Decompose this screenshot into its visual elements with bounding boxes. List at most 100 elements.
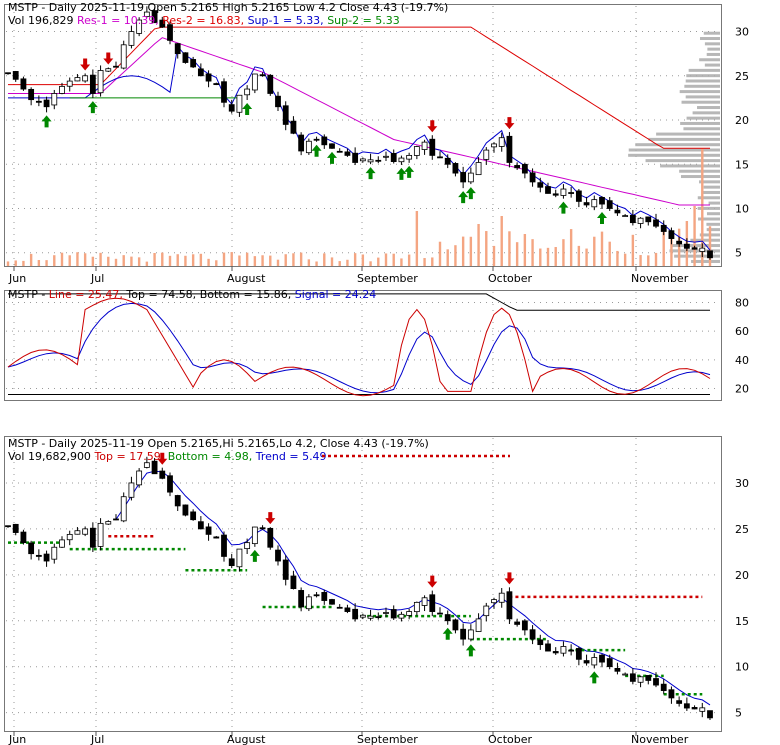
candle-body — [591, 199, 598, 208]
down-arrow-icon — [265, 512, 276, 525]
trend-candle-body — [529, 629, 536, 640]
trend-candles — [5, 456, 713, 720]
volume-bar — [107, 256, 110, 266]
volume-profile-bar — [703, 185, 720, 189]
price-y-axis: 30 25 20 15 10 5 — [735, 26, 749, 260]
volume-bar — [6, 261, 10, 266]
candle-body — [221, 81, 227, 103]
trend-candle-body — [89, 527, 96, 548]
candle-body — [398, 157, 405, 163]
up-arrow-icon — [396, 167, 407, 180]
up-arrow-icon — [465, 187, 476, 200]
sup1-label: Sup-1 = 5.33, — [248, 14, 324, 27]
volume-profile-bar — [700, 37, 720, 41]
volume-profile-bar — [706, 228, 720, 232]
trend-y-axis: 30 25 20 15 10 5 — [735, 477, 749, 720]
y-tick-label: 5 — [735, 707, 742, 720]
trend-candle-body — [575, 648, 582, 660]
candle-body — [529, 172, 536, 183]
up-arrow-icon — [41, 115, 52, 128]
volume-profile-bar — [685, 79, 720, 83]
volume-profile-bar — [681, 100, 720, 104]
trend-candle-body — [51, 546, 58, 560]
price-candles — [5, 6, 713, 260]
trend-lines — [8, 470, 711, 706]
x-axis-label: September — [357, 272, 418, 285]
candle-body — [174, 43, 181, 55]
top-line — [8, 293, 710, 311]
trend-candle-body — [676, 700, 683, 704]
volume-profile-bar — [648, 137, 720, 141]
volume-bar — [284, 254, 287, 266]
candle-body — [421, 141, 428, 150]
volume-bar — [207, 258, 210, 266]
volume-bar — [361, 254, 365, 266]
trend-candle-body — [491, 599, 497, 604]
candle-body — [329, 143, 335, 149]
candle-body — [521, 163, 528, 174]
volume-profile-bar — [706, 52, 720, 56]
trend-candle-body — [82, 528, 89, 535]
candle-body — [437, 156, 443, 159]
y-tick-label: 30 — [735, 26, 749, 39]
y-tick-label: 25 — [735, 70, 749, 83]
trend-candle-body — [5, 525, 11, 528]
volume-profile-bar — [704, 42, 720, 46]
volume-bar — [22, 260, 25, 266]
volume-profile-bar — [698, 217, 720, 221]
candle-body — [290, 120, 297, 134]
trend-candle-body — [467, 629, 474, 640]
candle-body — [259, 74, 266, 77]
volume-bar — [137, 257, 141, 266]
volume-bar — [569, 229, 573, 266]
volume-profile-bar — [688, 68, 720, 72]
trend-candle-body — [599, 654, 605, 663]
trend-panel: MSTP - Daily 2025-11-19 Open 5.2165,Hi 5… — [4, 436, 749, 732]
trend-candle-body — [413, 601, 420, 613]
up-arrow-icon — [558, 201, 569, 214]
res1-label: Res-1 = 10.39, — [77, 14, 159, 27]
volume-profile-bar — [674, 254, 720, 258]
volume-bar — [60, 252, 64, 266]
volume-bar — [446, 249, 449, 266]
candle-body — [151, 10, 158, 24]
volume-bar — [639, 255, 642, 266]
volume-bar — [269, 255, 272, 266]
volume-bar — [76, 252, 79, 266]
volume-profile-bar — [686, 116, 720, 120]
down-arrow-icon — [103, 52, 114, 65]
volume-profile-bar — [628, 148, 720, 152]
volume-bar — [708, 226, 712, 266]
up-arrow-icon — [589, 671, 600, 684]
bottom-label: Bottom = 4.98, — [168, 450, 253, 463]
vol-label: Vol 196,829 — [8, 14, 73, 27]
trend-candle-body — [390, 609, 397, 619]
volume-bar — [191, 254, 195, 266]
trend-candle-body — [383, 612, 389, 614]
volume-profile-bar — [699, 58, 720, 62]
indicator-grid — [6, 292, 720, 399]
candle-body — [51, 93, 58, 106]
y-tick-label: 15 — [735, 158, 749, 171]
candle-body — [383, 155, 389, 158]
candle-body — [653, 219, 659, 227]
indicator-y-axis: 80 60 40 20 — [735, 296, 749, 395]
trend-candle-body — [622, 673, 629, 676]
volume-bar — [677, 228, 681, 266]
volume-bar — [423, 258, 426, 266]
trend-candle-body — [653, 678, 659, 686]
volume-bar — [631, 234, 635, 266]
trend-candle-body — [668, 689, 675, 699]
volume-bars — [6, 148, 712, 266]
volume-bar — [145, 261, 149, 266]
trend-candle-body — [290, 575, 297, 589]
volume-bar — [161, 252, 164, 266]
sup1-line — [8, 45, 711, 251]
candle-body — [182, 52, 189, 63]
candle-body — [498, 137, 505, 147]
y-tick-label: 20 — [735, 114, 749, 127]
candle-body — [20, 78, 27, 90]
trend-candle-body — [375, 616, 382, 619]
trend-candle-body — [167, 475, 173, 493]
